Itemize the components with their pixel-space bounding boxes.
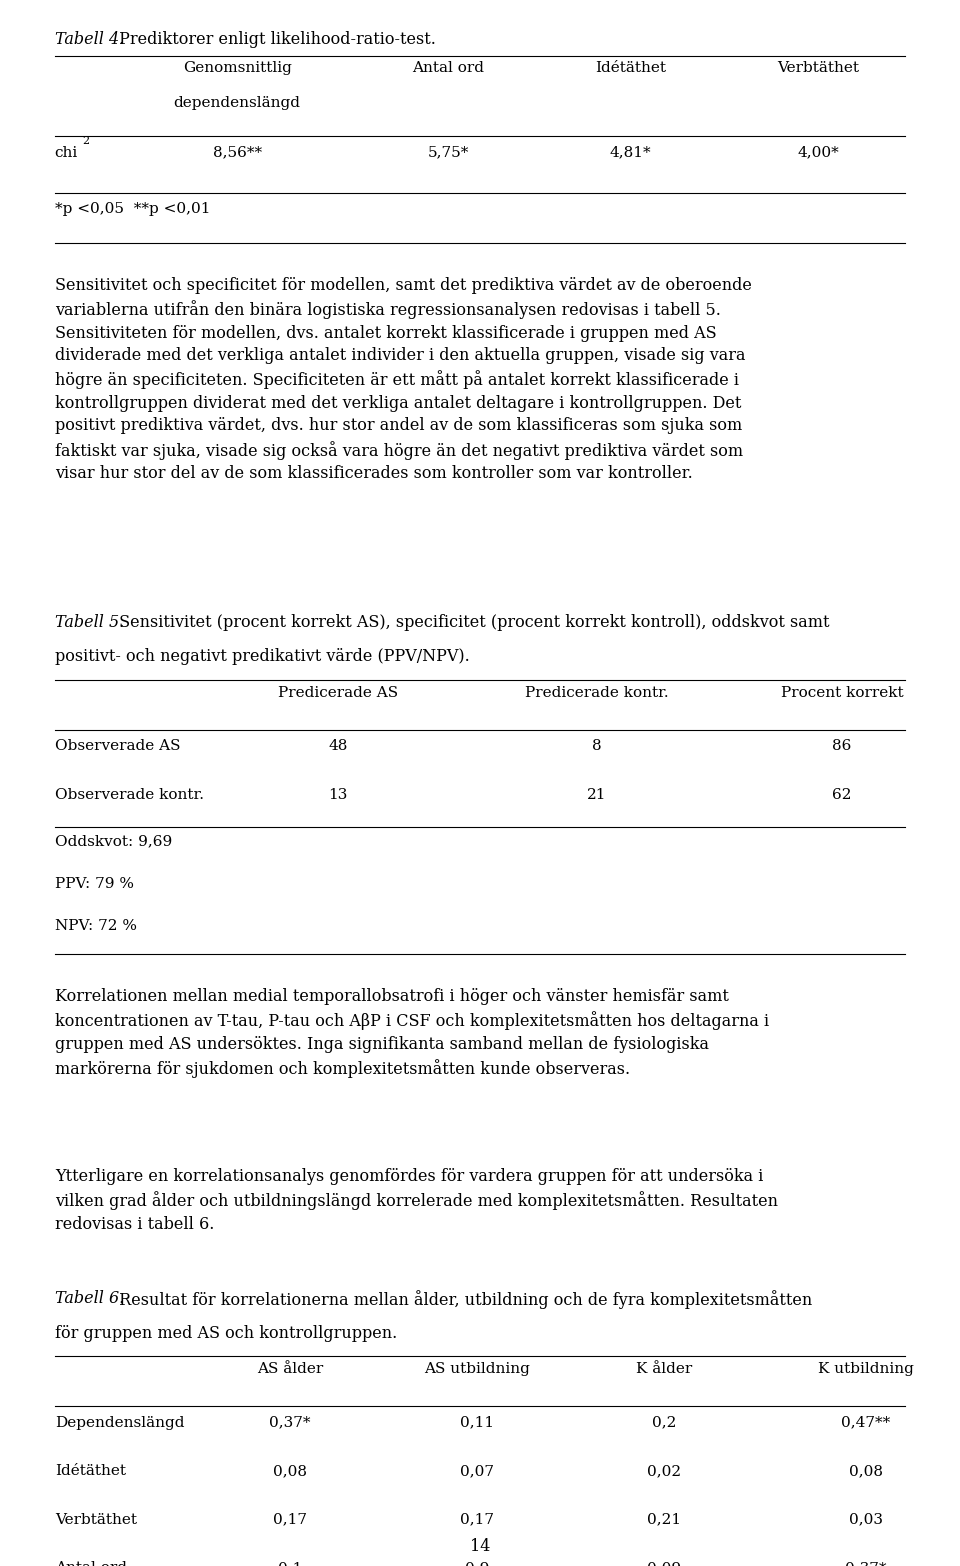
Text: 0,9: 0,9 [465, 1561, 490, 1566]
Text: Resultat för korrelationerna mellan ålder, utbildning och de fyra komplexitetsmå: Resultat för korrelationerna mellan ålde… [114, 1290, 812, 1309]
Text: 4,00*: 4,00* [797, 146, 839, 160]
Text: Antal ord: Antal ord [55, 1561, 127, 1566]
Text: AS utbildning: AS utbildning [424, 1362, 530, 1377]
Text: Ytterligare en korrelationsanalys genomfördes för vardera gruppen för att unders: Ytterligare en korrelationsanalys genomf… [55, 1168, 778, 1232]
Text: 0,08: 0,08 [849, 1464, 883, 1478]
Text: 0,02: 0,02 [647, 1464, 682, 1478]
Text: 0,11: 0,11 [460, 1416, 494, 1430]
Text: 48: 48 [328, 739, 348, 753]
Text: Tabell 4.: Tabell 4. [55, 31, 124, 49]
Text: Idétäthet: Idétäthet [55, 1464, 126, 1478]
Text: Idétäthet: Idétäthet [595, 61, 666, 75]
Text: 0,2: 0,2 [652, 1416, 677, 1430]
Text: K utbildning: K utbildning [818, 1362, 914, 1377]
Text: *p <0,05  **p <0,01: *p <0,05 **p <0,01 [55, 202, 210, 216]
Text: AS ålder: AS ålder [256, 1362, 324, 1377]
Text: dependenslängd: dependenslängd [174, 96, 300, 110]
Text: 0,17: 0,17 [460, 1513, 494, 1527]
Text: 0,1: 0,1 [277, 1561, 302, 1566]
Text: 0,03: 0,03 [849, 1513, 883, 1527]
Text: 14: 14 [469, 1538, 491, 1555]
Text: Verbtäthet: Verbtäthet [777, 61, 859, 75]
Text: PPV: 79 %: PPV: 79 % [55, 877, 133, 891]
Text: 0,47**: 0,47** [841, 1416, 891, 1430]
Text: 0,21: 0,21 [647, 1513, 682, 1527]
Text: 21: 21 [588, 788, 607, 802]
Text: 8: 8 [592, 739, 602, 753]
Text: Verbtäthet: Verbtäthet [55, 1513, 136, 1527]
Text: chi: chi [55, 146, 78, 160]
Text: Predicerade kontr.: Predicerade kontr. [525, 686, 669, 700]
Text: Prediktorer enligt likelihood-ratio-test.: Prediktorer enligt likelihood-ratio-test… [114, 31, 436, 49]
Text: Sensitivitet (procent korrekt AS), specificitet (procent korrekt kontroll), odds: Sensitivitet (procent korrekt AS), speci… [114, 614, 829, 631]
Text: 8,56**: 8,56** [212, 146, 262, 160]
Text: positivt- och negativt predikativt värde (PPV/NPV).: positivt- och negativt predikativt värde… [55, 648, 469, 666]
Text: 4,81*: 4,81* [610, 146, 652, 160]
Text: Dependenslängd: Dependenslängd [55, 1416, 184, 1430]
Text: Observerade AS: Observerade AS [55, 739, 180, 753]
Text: 62: 62 [832, 788, 852, 802]
Text: Antal ord: Antal ord [413, 61, 484, 75]
Text: Genomsnittlig: Genomsnittlig [182, 61, 292, 75]
Text: Sensitivitet och specificitet för modellen, samt det prediktiva värdet av de obe: Sensitivitet och specificitet för modell… [55, 277, 752, 482]
Text: 0,17: 0,17 [273, 1513, 307, 1527]
Text: 0,37*: 0,37* [269, 1416, 311, 1430]
Text: 13: 13 [328, 788, 348, 802]
Text: Procent korrekt: Procent korrekt [780, 686, 903, 700]
Text: 0,09: 0,09 [647, 1561, 682, 1566]
Text: 0,08: 0,08 [273, 1464, 307, 1478]
Text: 0,07: 0,07 [460, 1464, 494, 1478]
Text: NPV: 72 %: NPV: 72 % [55, 919, 136, 933]
Text: Tabell 6.: Tabell 6. [55, 1290, 124, 1308]
Text: för gruppen med AS och kontrollgruppen.: för gruppen med AS och kontrollgruppen. [55, 1325, 397, 1342]
Text: 5,75*: 5,75* [427, 146, 469, 160]
Text: Observerade kontr.: Observerade kontr. [55, 788, 204, 802]
Text: Predicerade AS: Predicerade AS [277, 686, 398, 700]
Text: K ålder: K ålder [636, 1362, 692, 1377]
Text: 0,37*: 0,37* [845, 1561, 887, 1566]
Text: 86: 86 [832, 739, 852, 753]
Text: 2: 2 [83, 136, 89, 146]
Text: Oddskvot: 9,69: Oddskvot: 9,69 [55, 835, 172, 849]
Text: Tabell 5.: Tabell 5. [55, 614, 124, 631]
Text: Korrelationen mellan medial temporallobsatrofi i höger och vänster hemisfär samt: Korrelationen mellan medial temporallobs… [55, 988, 769, 1077]
